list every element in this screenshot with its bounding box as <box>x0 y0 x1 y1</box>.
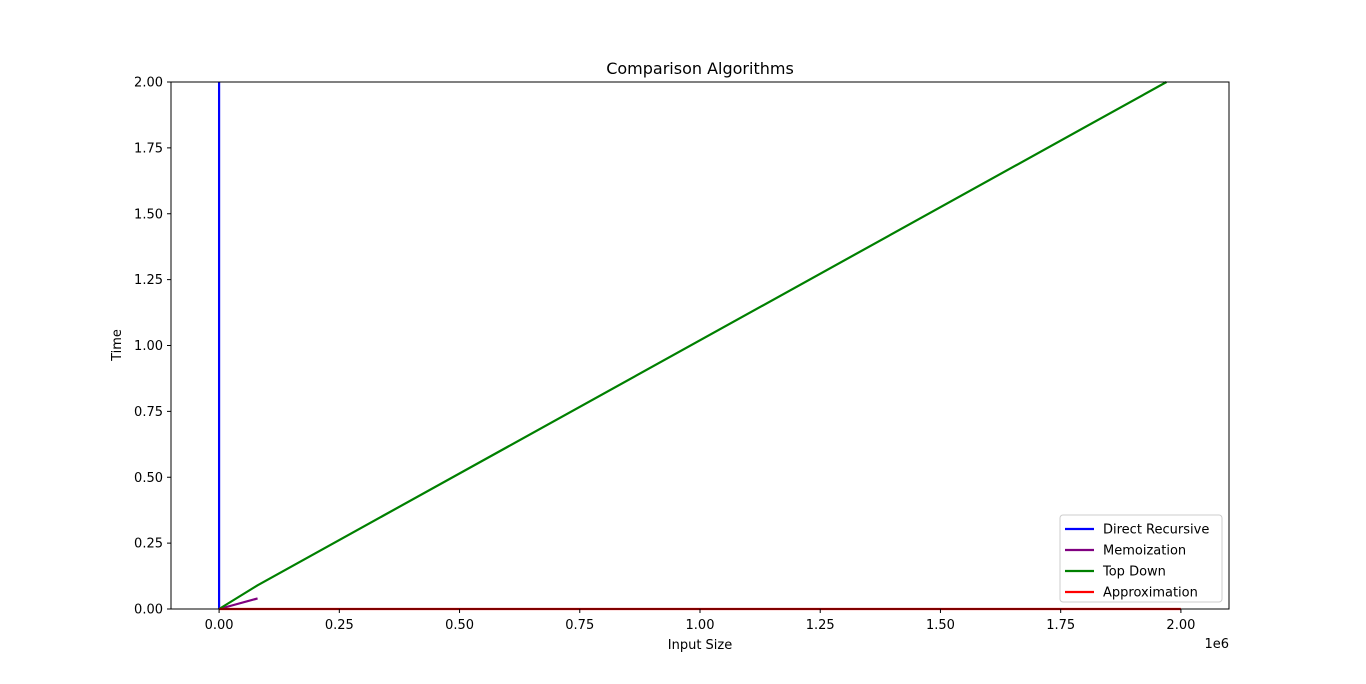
x-offset-label: 1e6 <box>1204 637 1229 652</box>
y-tick-label: 0.25 <box>134 537 163 552</box>
y-tick-label: 1.75 <box>134 141 163 156</box>
y-tick-label: 0.75 <box>134 405 163 420</box>
series-line-top-down <box>218 81 1168 610</box>
legend-label-memoization: Memoization <box>1103 544 1186 559</box>
chart-title: Comparison Algorithms <box>606 59 794 78</box>
legend-box <box>1059 514 1223 603</box>
x-tick-label: 1.50 <box>926 618 955 633</box>
y-tick-label: 0.00 <box>134 603 163 618</box>
x-tick-label: 0.75 <box>565 618 594 633</box>
x-tick-label: 1.00 <box>686 618 715 633</box>
y-tick-label: 1.50 <box>134 207 163 222</box>
legend-label-direct-recursive: Direct Recursive <box>1103 523 1209 538</box>
legend-label-top-down: Top Down <box>1102 565 1166 580</box>
legend: Direct Recursive Memoization Top Down Appro… <box>1059 514 1223 603</box>
x-axis: 0.00 0.25 0.50 0.75 1.00 1.25 1.50 1.75 2.00 <box>205 609 1195 633</box>
y-axis: 0.00 0.25 0.50 0.75 1.00 1.25 1.50 1.75 2.00 <box>134 76 171 618</box>
y-tick-label: 1.25 <box>134 273 163 288</box>
x-tick-label: 2.00 <box>1166 618 1195 633</box>
x-tick-label: 0.50 <box>445 618 474 633</box>
y-tick-label: 1.00 <box>134 339 163 354</box>
y-tick-label: 2.00 <box>134 76 163 91</box>
x-tick-label: 0.00 <box>205 618 234 633</box>
x-tick-label: 1.25 <box>806 618 835 633</box>
series-layer <box>217 81 1181 611</box>
y-tick-label: 0.50 <box>134 471 163 486</box>
series-line-memoization <box>218 597 258 611</box>
legend-label-approximation: Approximation <box>1103 586 1198 601</box>
x-tick-label: 1.75 <box>1046 618 1075 633</box>
y-axis-label: Time <box>110 329 125 362</box>
x-axis-label: Input Size <box>668 638 732 653</box>
x-tick-label: 0.25 <box>325 618 354 633</box>
